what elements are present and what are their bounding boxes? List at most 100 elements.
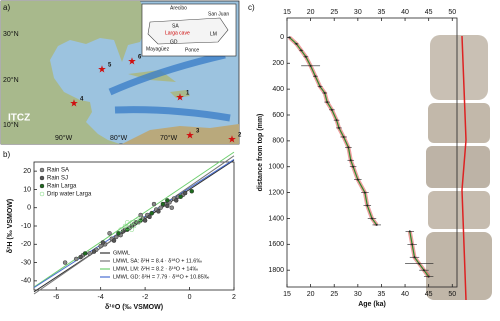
photo-piece [430, 35, 488, 100]
age-model-band [288, 35, 431, 278]
x-tick-label: 50 [448, 291, 456, 298]
data-point [347, 146, 350, 149]
legend-label: Drip water Larga [47, 192, 92, 198]
y-tick-label: -40 [21, 278, 31, 285]
site-number: 6 [138, 55, 142, 61]
data-point [78, 254, 83, 260]
data-point [366, 204, 369, 207]
legend-marker [39, 191, 45, 197]
data-point [335, 119, 338, 122]
data-point [295, 42, 298, 45]
inset-label: Ponce [185, 47, 199, 53]
legend-label: LMWL GD: δ²H = 7.79 · δ¹⁸O + 10.85‰ [113, 273, 210, 280]
data-point [408, 230, 411, 233]
site-star: ★ [70, 99, 79, 110]
data-point [62, 260, 68, 265]
sampling-track [461, 35, 467, 301]
legend-marker [39, 175, 45, 181]
photo-piece [426, 146, 490, 188]
data-point [418, 262, 421, 265]
inset-label: Arecibo [170, 5, 187, 11]
x-tick-label: 2 [232, 294, 236, 301]
photo-piece [426, 232, 492, 300]
inset-label: Mayagüez [146, 46, 170, 52]
data-point [304, 55, 307, 58]
site-star: ★ [228, 135, 237, 146]
data-point [173, 198, 179, 203]
legend-label: LMWL SA: δ²H = 8.4 · δ¹⁸O + 11.6‰ [113, 257, 202, 264]
y-tick-label: 200 [272, 60, 284, 67]
x-tick-label: 50 [448, 9, 456, 16]
x-tick-label: 35 [378, 9, 386, 16]
data-point [319, 85, 322, 88]
y-tick-label: 1000 [268, 164, 284, 171]
legend-label: Rain SA [47, 168, 69, 174]
data-point [111, 238, 117, 243]
data-point [87, 251, 92, 256]
y-tick-label: -30 [21, 259, 31, 266]
x-tick-label: 45 [425, 9, 433, 16]
data-point [326, 101, 329, 104]
site-star: ★ [128, 57, 137, 68]
data-point [138, 216, 143, 221]
land-hispaniola [170, 90, 190, 98]
data-point [107, 231, 112, 236]
legend-label: Rain SJ [47, 176, 68, 182]
data-point [363, 191, 366, 194]
y-tick-label: 1400 [268, 215, 284, 222]
y-tick-label: 600 [272, 112, 284, 119]
inset-label: San Juan [208, 11, 229, 17]
photo-piece [428, 191, 490, 229]
regression-line [33, 151, 235, 288]
x-tick-label: 20 [307, 9, 315, 16]
data-point [427, 275, 430, 278]
x-tick-label: 30 [354, 9, 362, 16]
x-tick-label: 15 [283, 9, 291, 16]
data-point [118, 227, 123, 232]
panel-label: a) [3, 3, 10, 12]
x-tick-label: 30 [354, 291, 362, 298]
y-tick-label: 20 [23, 168, 31, 175]
x-tick-label: 25 [330, 9, 338, 16]
data-point [356, 178, 359, 181]
inset-label: SA [172, 23, 179, 29]
data-point [178, 194, 183, 199]
land-south-america [122, 124, 239, 144]
site-star: ★ [98, 65, 107, 76]
flow-arrow [108, 51, 226, 96]
panel-label: b) [3, 150, 10, 159]
data-point [169, 205, 175, 210]
site-number: 3 [196, 129, 200, 135]
photo-piece [428, 103, 490, 143]
legend-label: LMWL LM: δ²H = 8.2 · δ¹⁸O + 14‰ [113, 265, 198, 272]
data-point [149, 210, 155, 216]
x-tick-label: 25 [330, 291, 338, 298]
legend-label: GMWL [113, 250, 130, 256]
data-point [100, 240, 106, 245]
data-point [151, 201, 157, 207]
x-axis-label: δ¹⁸O (‰ VSMOW) [105, 304, 163, 311]
age-model-line [288, 36, 430, 278]
lon-label: 80°W [110, 134, 128, 142]
data-point [314, 75, 317, 78]
data-point [189, 189, 195, 194]
y-tick-label: 400 [272, 86, 284, 93]
data-point [125, 220, 130, 225]
stalagmite-photo [426, 35, 492, 301]
legend-marker [39, 183, 45, 189]
data-point [411, 243, 414, 246]
land-north-central-america [1, 1, 150, 144]
lon-label: 70°W [160, 134, 178, 142]
y-tick-label: -20 [21, 241, 31, 248]
data-point [138, 212, 143, 218]
data-point [375, 223, 378, 226]
y-tick-label: 1600 [268, 241, 284, 248]
y-tick-label: 10 [23, 186, 31, 193]
x-tick-label: 35 [378, 291, 386, 298]
data-point [113, 234, 119, 240]
data-point [125, 225, 130, 231]
data-point [342, 135, 345, 138]
x-tick-label: 20 [307, 291, 315, 298]
lat-label: 30°N [3, 30, 19, 38]
